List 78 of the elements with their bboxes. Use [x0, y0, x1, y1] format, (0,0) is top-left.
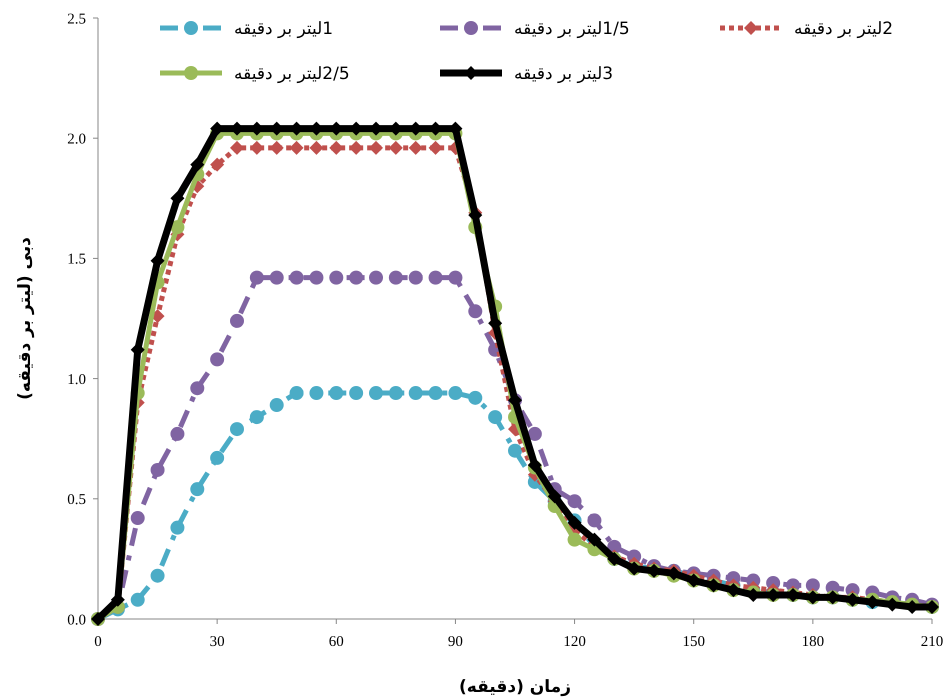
point: [230, 422, 244, 436]
point: [568, 532, 582, 547]
point: [309, 386, 324, 400]
point: [568, 494, 582, 508]
point: [508, 444, 522, 458]
point: [170, 191, 184, 206]
point: [349, 270, 364, 285]
point: [309, 140, 324, 155]
point: [428, 386, 443, 400]
point: [568, 516, 582, 530]
point: [170, 220, 184, 234]
x-tick-label: 0: [94, 634, 102, 650]
y-tick-label: 0.5: [67, 492, 86, 508]
point: [230, 140, 244, 155]
point: [130, 511, 145, 526]
point: [170, 426, 184, 441]
point: [528, 458, 542, 472]
point: [150, 568, 165, 583]
point: [329, 270, 344, 285]
point: [448, 270, 462, 285]
x-axis-title: زمان (دقیقه): [458, 677, 572, 697]
point: [468, 304, 482, 318]
point: [190, 381, 204, 396]
point: [448, 386, 462, 400]
point: [210, 352, 224, 366]
point: [408, 270, 423, 285]
point: [210, 450, 224, 465]
point: [388, 386, 403, 400]
point: [388, 270, 403, 285]
x-tick-label: 180: [802, 634, 824, 650]
point: [290, 140, 304, 155]
y-tick-label: 2.0: [67, 131, 86, 148]
point: [428, 270, 443, 285]
legend-label: 1/5لیتر بر دقیقه: [514, 19, 630, 39]
point: [130, 592, 145, 607]
x-tick-label: 120: [563, 634, 586, 650]
point: [528, 426, 542, 441]
y-axis-title: دبی (لیتر بر دقیقه): [15, 236, 35, 400]
x-tick-label: 90: [448, 634, 463, 650]
point: [408, 140, 423, 155]
point: [190, 158, 204, 172]
point: [250, 410, 264, 424]
point: [270, 398, 284, 412]
point: [349, 386, 364, 400]
point: [388, 140, 403, 155]
x-tick-label: 210: [920, 634, 944, 650]
point: [369, 270, 383, 285]
point: [587, 513, 602, 528]
x-tick-label: 150: [682, 634, 705, 650]
legend-label: 2لیتر بر دقیقه: [794, 19, 894, 39]
point: [250, 270, 264, 285]
x-tick-label: 60: [328, 634, 344, 650]
y-tick-label: 1.5: [67, 252, 86, 268]
legend-label: 3لیتر بر دقیقه: [514, 64, 614, 84]
legend-label: 2/5لیتر بر دقیقه: [234, 64, 350, 84]
point: [190, 482, 204, 496]
point: [309, 270, 324, 285]
point: [468, 390, 482, 405]
point: [270, 270, 284, 285]
point: [329, 386, 344, 400]
point: [290, 386, 304, 400]
point: [210, 158, 224, 172]
point: [349, 140, 364, 155]
x-tick-label: 30: [210, 634, 225, 650]
point: [488, 410, 502, 424]
point: [369, 386, 383, 400]
y-tick-label: 1.0: [67, 372, 86, 388]
point: [150, 462, 165, 477]
point: [587, 532, 602, 547]
legend-label: 1لیتر بر دقیقه: [234, 19, 334, 39]
point: [290, 270, 304, 285]
point: [408, 386, 423, 400]
point: [230, 314, 244, 328]
y-tick-label: 2.5: [67, 11, 86, 28]
point: [548, 489, 562, 504]
y-tick-label: 0.0: [67, 612, 86, 628]
point: [369, 140, 383, 155]
point: [170, 520, 184, 535]
